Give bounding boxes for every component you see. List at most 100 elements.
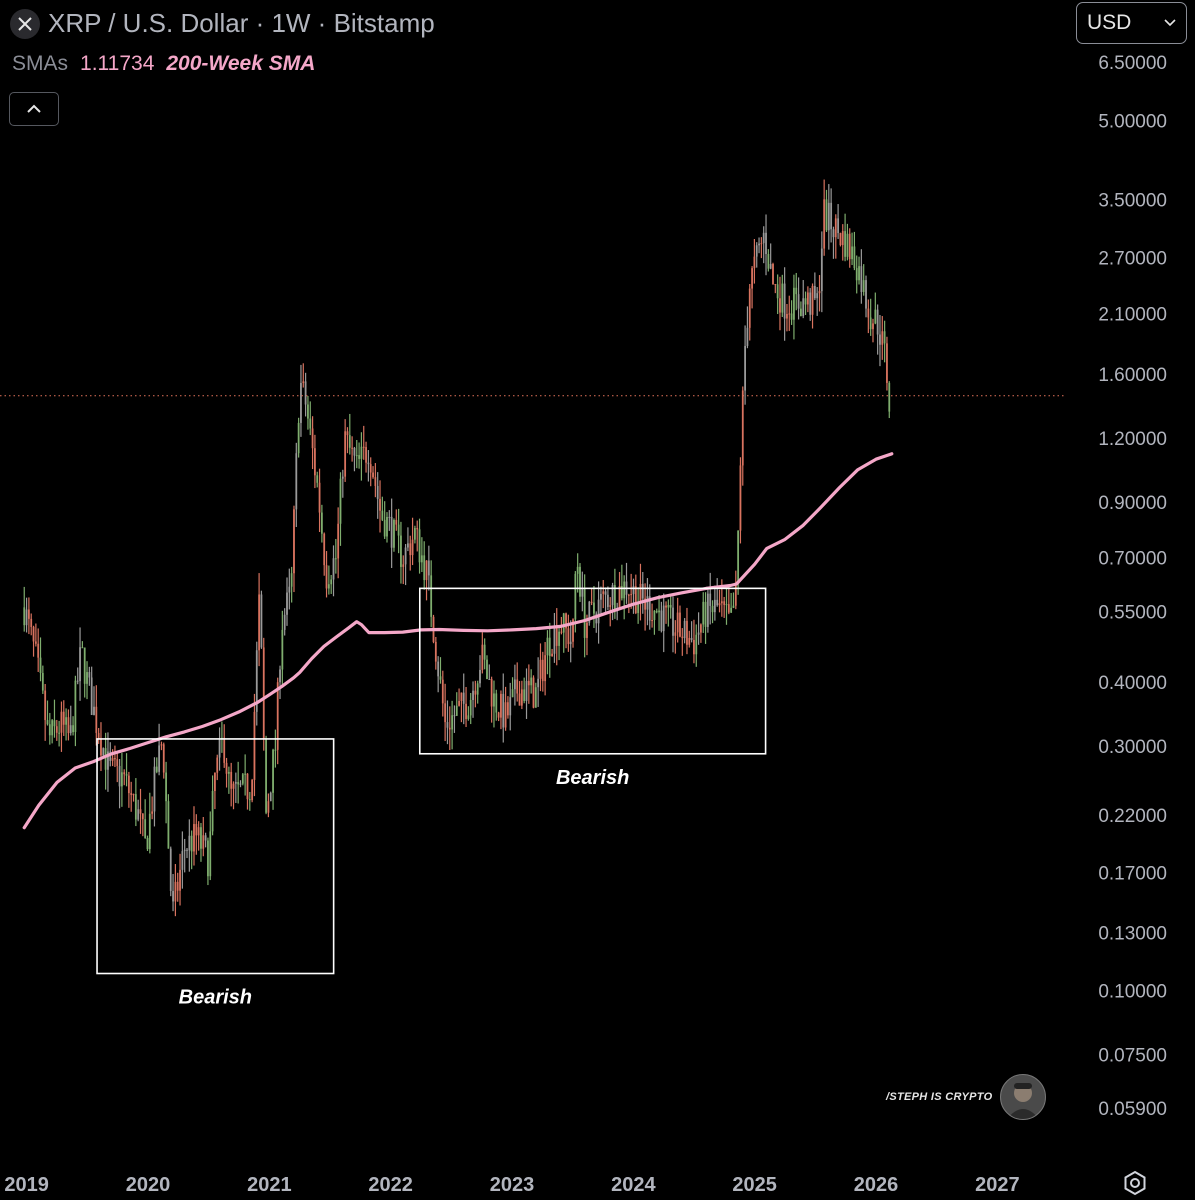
candle-body (37, 643, 40, 658)
candle-body (441, 679, 444, 704)
candle-body (111, 758, 114, 761)
candle-body (804, 298, 807, 305)
candle-body (265, 738, 267, 813)
candle-body (360, 446, 363, 459)
candle-body (58, 732, 61, 734)
candle-body (146, 838, 149, 850)
candle-body (262, 647, 265, 739)
y-tick-label: 0.55000 (1098, 602, 1167, 623)
candle-body (190, 835, 193, 852)
candle-body (758, 243, 760, 246)
candle-body (751, 268, 753, 289)
candle-body (251, 779, 254, 801)
candle-body (365, 447, 367, 463)
candle-body (706, 593, 709, 627)
candle-body (167, 801, 170, 849)
candle-body (767, 254, 770, 269)
y-tick-label: 3.50000 (1098, 191, 1167, 212)
candle-body (300, 382, 302, 423)
candle-body (551, 653, 553, 657)
candle-body (613, 585, 616, 610)
candle-body (72, 725, 74, 733)
close-button[interactable] (10, 8, 40, 39)
candle-body (390, 516, 393, 548)
candle-body (648, 596, 651, 621)
candle-body (232, 783, 235, 789)
candle-body (276, 682, 279, 750)
candle-body (872, 323, 874, 330)
candle-body (741, 390, 744, 466)
candle-body (793, 287, 795, 320)
y-tick-label: 1.20000 (1098, 429, 1167, 450)
candle-body (632, 586, 635, 595)
candle-body (858, 266, 860, 281)
candle-body (686, 620, 688, 645)
sma-name: 200-Week SMA (166, 52, 316, 75)
candle-body (237, 782, 240, 785)
candle-body (34, 641, 37, 644)
candle-body (241, 774, 244, 784)
candle-body (720, 601, 723, 604)
candle-body (693, 639, 695, 655)
candle-body (437, 661, 440, 677)
candle-body (334, 558, 337, 560)
candle-body (288, 586, 291, 593)
candle-body (513, 679, 516, 690)
y-tick-label: 0.13000 (1098, 923, 1167, 944)
candle-body (369, 464, 372, 473)
y-tick-label: 0.40000 (1098, 673, 1167, 694)
candle-body (774, 284, 777, 286)
candle-body (158, 745, 161, 772)
candle-body (783, 283, 786, 319)
candle-body (27, 609, 30, 619)
candle-body (630, 594, 633, 596)
candle-body (702, 601, 705, 625)
candle-body (325, 565, 328, 589)
candle-body (318, 482, 321, 513)
candle-body (281, 629, 284, 670)
candle-body (827, 202, 830, 231)
candle-body (516, 679, 519, 694)
candle-body (823, 199, 826, 249)
candle-body (760, 243, 763, 245)
candle-body (520, 689, 523, 706)
candle-body (713, 599, 716, 613)
candle-body (395, 519, 398, 525)
y-tick-label: 6.50000 (1098, 53, 1167, 74)
candle-body (81, 647, 84, 649)
candle-body (862, 280, 865, 292)
candle-body (507, 702, 509, 716)
candle-body (323, 533, 326, 566)
y-tick-label: 0.22000 (1098, 806, 1167, 827)
currency-select[interactable]: USD (1076, 2, 1187, 44)
candle-body (195, 824, 198, 836)
candle-body (383, 519, 386, 537)
candle-body (102, 748, 105, 756)
candle-body (493, 693, 495, 707)
candle-body (611, 585, 614, 606)
candle-body (481, 644, 484, 670)
candle-body (134, 794, 137, 820)
candle-body (530, 677, 533, 686)
candle-body (634, 586, 637, 613)
candle-body (304, 381, 307, 405)
candle-body (418, 529, 421, 563)
candle-body (320, 512, 323, 534)
candle-body (772, 263, 774, 285)
candle-body (181, 851, 184, 870)
candle-body (160, 744, 163, 746)
chart-settings-button[interactable] (1119, 1167, 1151, 1199)
candle-body (869, 317, 872, 330)
candle-body (88, 672, 91, 678)
candle-body (279, 669, 281, 683)
candle-body (560, 631, 563, 633)
candle-body (537, 678, 540, 688)
candle-body (730, 607, 733, 613)
candle-body (676, 612, 679, 633)
bearish-label: Bearish (179, 987, 252, 1009)
sma-legend[interactable]: SMAs 1.11734 200-Week SMA (12, 52, 315, 76)
candle-body (95, 706, 98, 733)
candle-body (260, 594, 263, 648)
collapse-legend-button[interactable] (9, 92, 59, 126)
